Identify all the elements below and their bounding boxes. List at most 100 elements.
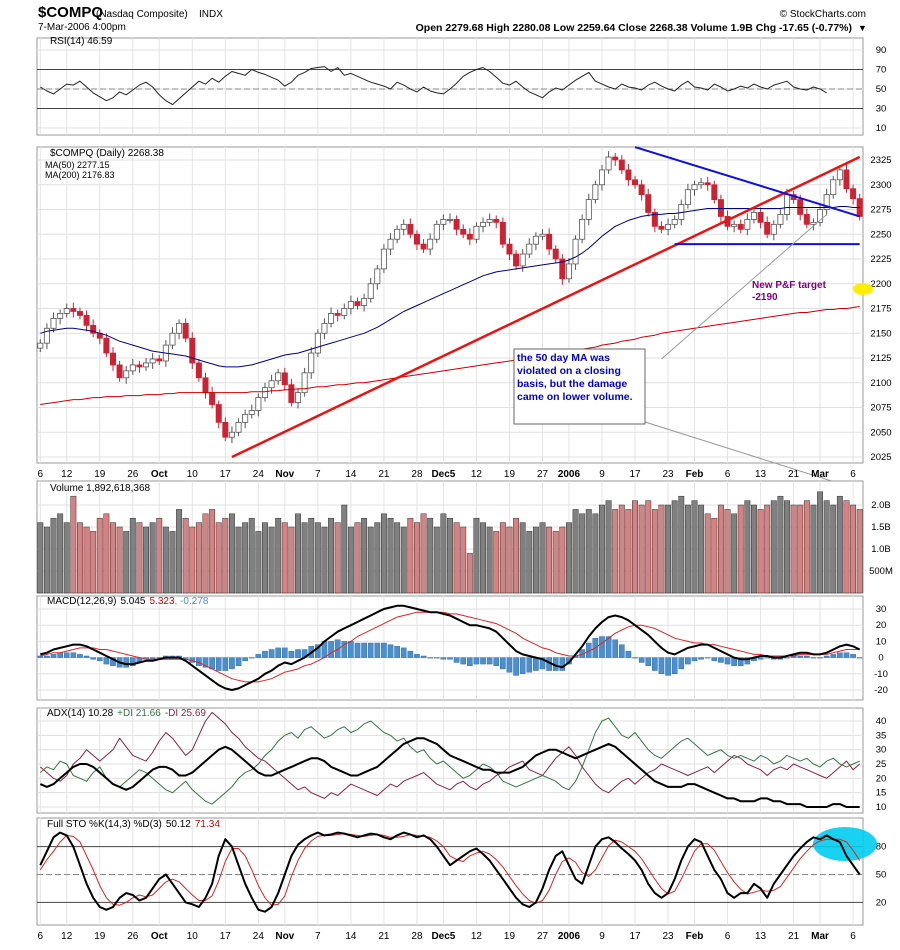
- symbol-exchange: INDX: [199, 9, 223, 20]
- macd-hist-bar: [262, 650, 268, 658]
- volume-bar: [473, 517, 480, 594]
- volume-bar: [460, 526, 467, 594]
- volume-bar: [255, 531, 262, 594]
- x-tick-label: 17: [629, 469, 641, 480]
- macd-hist-bar: [599, 636, 605, 658]
- volume-bar: [116, 526, 123, 594]
- candle-body: [539, 233, 546, 237]
- x-tick-label: 2006: [558, 931, 581, 942]
- volume-bar: [380, 513, 387, 594]
- candle-body: [453, 218, 460, 230]
- volume-bar: [281, 522, 288, 594]
- candle-body: [850, 188, 857, 200]
- macd-hist-bar: [130, 657, 136, 666]
- price-tick-label: 2125: [870, 353, 891, 364]
- candle-body: [374, 268, 381, 285]
- candle-body: [43, 327, 50, 344]
- candle-body: [506, 243, 513, 255]
- x-tick-label: 17: [220, 469, 232, 480]
- volume-tick-label: 1.0B: [871, 544, 891, 555]
- candle-body: [777, 214, 784, 225]
- macd-hist-bar: [559, 657, 566, 671]
- candle-body: [103, 337, 110, 354]
- x-tick-label: 14: [345, 931, 357, 942]
- candle-body: [598, 169, 605, 186]
- macd-hist-bar: [387, 644, 394, 658]
- macd-hist-bar: [70, 652, 77, 658]
- volume-bar: [103, 513, 110, 594]
- macd-hist-bar: [209, 657, 215, 670]
- adx-tick-label: 40: [876, 716, 887, 727]
- macd-hist-bar: [652, 657, 658, 671]
- volume-bar: [262, 522, 268, 594]
- adx-tick-label: 25: [876, 759, 887, 770]
- macd-hist-bar: [810, 657, 817, 659]
- macd-hist-bar: [202, 657, 209, 668]
- sto-k-line: [39, 831, 861, 913]
- volume-bar: [559, 526, 566, 594]
- macd-hist-bar: [381, 642, 387, 658]
- x-tick-label: Dec5: [431, 469, 455, 480]
- candle-body: [143, 362, 150, 368]
- candle-body: [255, 397, 262, 411]
- adx-panel: 40 35 30 25 20 15 10: [36, 707, 887, 814]
- volume-bar: [572, 509, 579, 594]
- candle-body: [651, 212, 658, 227]
- macd-hist-bar: [493, 657, 500, 666]
- candle-body: [486, 218, 493, 223]
- x-tick-label: 6: [725, 931, 731, 942]
- rsi-tick-label: 10: [876, 123, 887, 134]
- x-tick-label: 6: [38, 931, 44, 942]
- candle-body: [367, 283, 374, 300]
- x-tick-label: 28: [411, 931, 423, 942]
- x-tick-label: Feb: [686, 931, 704, 942]
- volume-bar: [526, 531, 533, 594]
- volume-bar: [321, 526, 328, 594]
- volume-bar: [110, 522, 116, 594]
- volume-bar: [757, 509, 764, 594]
- macd-hist-bar: [678, 657, 685, 670]
- macd-hist-bar: [804, 655, 810, 658]
- volume-bar: [136, 522, 143, 594]
- volume-bar: [499, 522, 506, 594]
- candle-body: [149, 358, 156, 364]
- volume-bar: [777, 495, 784, 594]
- candle-body: [519, 253, 526, 267]
- candle-body: [493, 218, 500, 223]
- price-tick-label: 2175: [870, 304, 891, 315]
- candle-body: [354, 301, 361, 306]
- macd-hist-bar: [539, 657, 546, 670]
- volume-bar: [519, 522, 526, 594]
- macd-hist-bar: [374, 642, 381, 658]
- volume-bar: [215, 522, 222, 594]
- macd-hist-bar: [823, 655, 830, 658]
- x-tick-label: 9: [599, 469, 605, 480]
- candle-body: [764, 221, 771, 235]
- sto-label: Full STO %K(14,3) %D(3) 50.12 71.34: [47, 819, 220, 830]
- adx-label: ADX(14) 10.28 +DI 21.66 -DI 25.69: [47, 708, 206, 719]
- volume-bar: [638, 504, 645, 594]
- price-tick-label: 2250: [870, 229, 891, 240]
- candle-body: [248, 410, 255, 415]
- macd-hist-bar: [744, 657, 751, 665]
- candle-body: [460, 228, 467, 235]
- candle-body: [334, 313, 341, 316]
- candle-body: [420, 243, 427, 250]
- volume-bar: [149, 522, 156, 594]
- macd-hist-bar: [282, 647, 288, 658]
- x-tick-label: 7: [315, 469, 321, 480]
- candle-body: [737, 223, 744, 230]
- macd-hist-bar: [427, 657, 433, 659]
- x-tick-label: 6: [38, 469, 44, 480]
- macd-hist-bar: [757, 657, 764, 660]
- volume-bar: [731, 513, 738, 594]
- macd-hist-bar: [63, 652, 70, 658]
- macd-hist-bar: [526, 657, 533, 673]
- volume-bar: [784, 500, 790, 594]
- macd-hist-bar: [632, 657, 638, 659]
- volume-bar: [242, 522, 249, 594]
- volume-label: Volume 1,892,618,368: [50, 483, 151, 494]
- trendline-red: [231, 155, 861, 459]
- candle-body: [394, 228, 401, 240]
- volume-bar: [228, 513, 235, 594]
